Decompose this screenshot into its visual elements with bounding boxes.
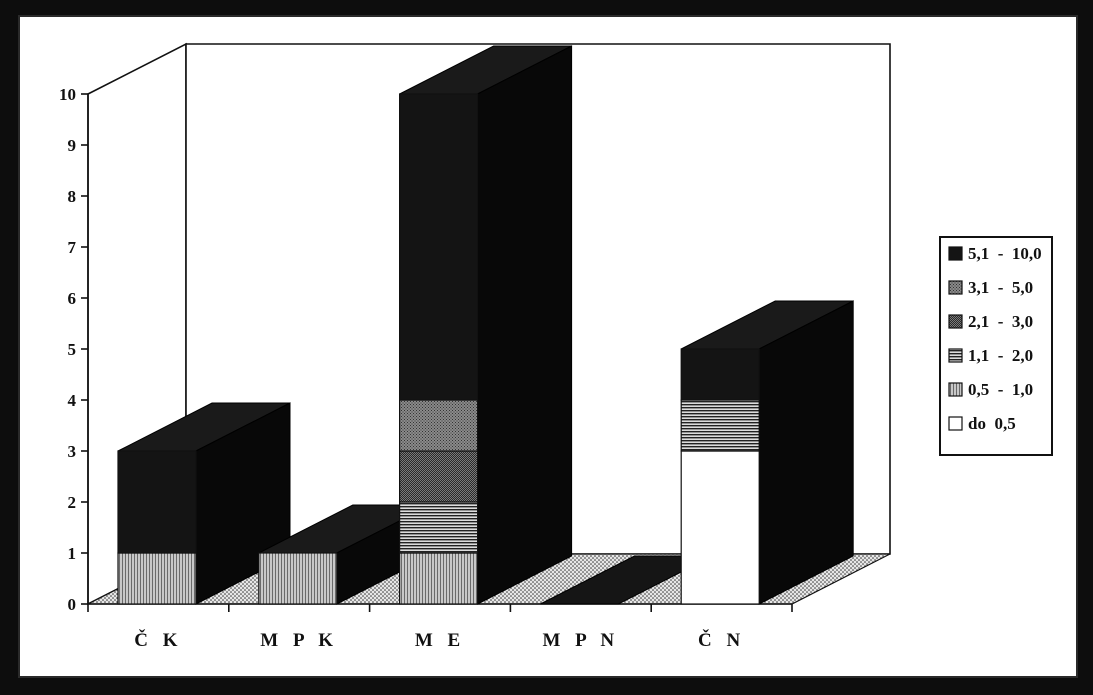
y-tick-label: 7 bbox=[68, 238, 77, 257]
y-tick-label: 10 bbox=[59, 85, 76, 104]
bar-side-face bbox=[758, 300, 854, 605]
y-tick-label: 9 bbox=[68, 136, 77, 155]
y-tick-label: 6 bbox=[68, 289, 77, 308]
y-tick-label: 0 bbox=[68, 595, 77, 614]
stacked-3d-bar-chart: 0 1 2 3 4 5 6 7 8 9 10 Č K M P K M E M P N Č N 5,1 - 1… bbox=[59, 42, 1053, 651]
y-axis: 0 1 2 3 4 5 6 7 8 9 10 bbox=[59, 85, 89, 614]
x-category-label: M P N bbox=[542, 630, 619, 651]
chart-frame: 0 1 2 3 4 5 6 7 8 9 10 Č K M P K M E M P N Č N 5,1 - 1… bbox=[18, 15, 1078, 678]
legend-swatch bbox=[948, 348, 963, 363]
bar-segment bbox=[117, 552, 197, 605]
bar-segment bbox=[117, 450, 197, 554]
y-tick-label: 5 bbox=[68, 340, 77, 359]
legend: 5,1 - 10,0 3,1 - 5,0 2,1 - 3,0 1,1 - 2,0 0,5… bbox=[939, 236, 1053, 456]
bar-segment bbox=[399, 93, 479, 401]
bar-segment bbox=[399, 450, 479, 503]
legend-label: 0,5 - 1,0 bbox=[968, 380, 1033, 399]
bars bbox=[117, 45, 854, 605]
bar-segment bbox=[399, 399, 479, 452]
legend-swatch bbox=[948, 382, 963, 397]
x-category-label: M E bbox=[415, 630, 465, 651]
legend-label: do 0,5 bbox=[968, 414, 1016, 433]
legend-swatch bbox=[948, 280, 963, 295]
bar-segment bbox=[680, 348, 760, 401]
legend-label: 1,1 - 2,0 bbox=[968, 346, 1033, 365]
y-tick-label: 1 bbox=[68, 544, 77, 563]
legend-label: 2,1 - 3,0 bbox=[968, 312, 1033, 331]
bar-segment bbox=[680, 450, 760, 605]
y-tick-label: 8 bbox=[68, 187, 77, 206]
y-tick-label: 2 bbox=[68, 493, 77, 512]
legend-swatch bbox=[948, 246, 963, 261]
x-category-label: M P K bbox=[260, 630, 338, 651]
x-category-label: Č K bbox=[134, 629, 182, 651]
legend-label: 5,1 - 10,0 bbox=[968, 244, 1042, 263]
bar-segment bbox=[258, 552, 338, 605]
y-tick-label: 4 bbox=[68, 391, 77, 410]
legend-label: 3,1 - 5,0 bbox=[968, 278, 1033, 297]
bar-side-face bbox=[477, 45, 573, 605]
legend-swatch bbox=[948, 314, 963, 329]
bar-segment bbox=[680, 399, 760, 452]
y-tick-label: 3 bbox=[68, 442, 77, 461]
x-category-label: Č N bbox=[698, 629, 745, 651]
bar-segment bbox=[399, 552, 479, 605]
bar-segment bbox=[399, 501, 479, 554]
legend-swatch bbox=[948, 416, 963, 431]
